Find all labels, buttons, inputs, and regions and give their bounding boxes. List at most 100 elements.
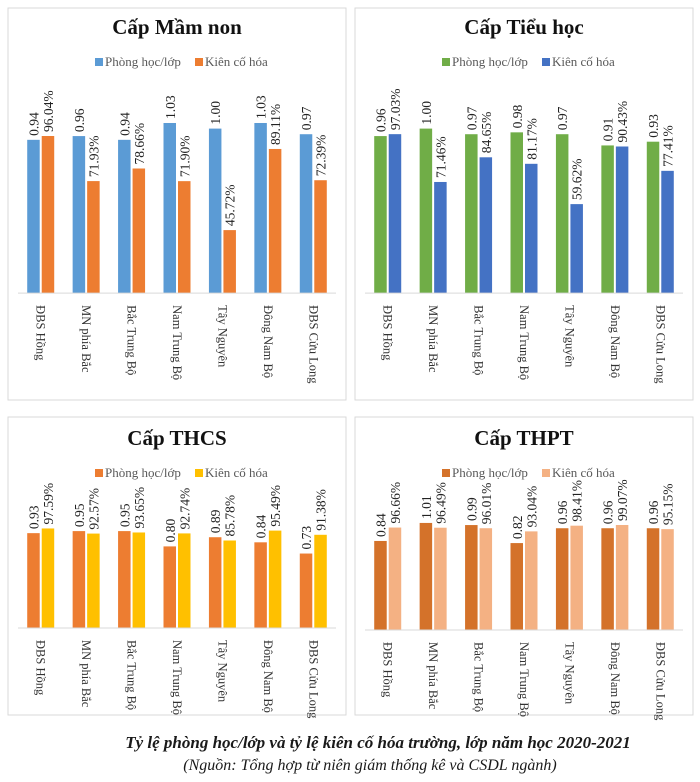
- data-label: 0.99: [464, 497, 479, 521]
- legend: Phòng học/lớp Kiên cố hóa: [95, 54, 268, 69]
- bar: [118, 139, 131, 294]
- data-label: 0.94: [117, 112, 132, 136]
- legend-swatch: [442, 58, 450, 66]
- legend-swatch: [95, 58, 103, 66]
- bar: [374, 540, 387, 630]
- bar: [465, 525, 478, 630]
- category-label: Tây Nguyên: [562, 642, 576, 705]
- bar: [132, 532, 146, 628]
- data-label: 84.65%: [479, 112, 494, 154]
- bar: [299, 134, 313, 294]
- data-label: 0.96: [72, 108, 87, 132]
- category-label: ĐBS Cửu Long: [306, 640, 320, 719]
- bar: [661, 529, 674, 630]
- data-label: 96.01%: [479, 483, 494, 525]
- category-label: ĐBS Cửu Long: [653, 642, 667, 721]
- data-label: 95.15%: [661, 484, 676, 526]
- data-label: 0.84: [373, 513, 388, 537]
- bar: [525, 531, 538, 630]
- data-label: 89.11%: [268, 104, 283, 145]
- legend-swatch: [195, 469, 203, 477]
- bar: [72, 531, 86, 628]
- bar: [555, 134, 569, 294]
- category-label: MN phía Bắc: [426, 642, 440, 710]
- category-label: Tây Nguyên: [215, 640, 229, 703]
- data-label: 92.74%: [177, 488, 192, 530]
- data-label: 0.97: [555, 106, 570, 130]
- data-label: 78.66%: [132, 123, 147, 165]
- bar: [646, 528, 660, 630]
- data-label: 0.84: [254, 514, 269, 538]
- category-label: ĐBS Hồng: [34, 640, 48, 696]
- bar: [479, 157, 493, 294]
- category-label: Đông Nam Bộ: [608, 305, 622, 378]
- figure-source: (Nguồn: Tổng hợp từ niên giám thống kê v…: [183, 757, 557, 774]
- data-label: 93.04%: [524, 486, 539, 528]
- bar: [41, 136, 55, 294]
- legend-swatch: [195, 58, 203, 66]
- bar: [434, 181, 447, 294]
- data-label: 0.73: [299, 526, 314, 550]
- data-label: 72.39%: [314, 135, 329, 177]
- category-label: ĐBS Hồng: [381, 642, 395, 698]
- bar: [479, 528, 493, 630]
- bar: [601, 528, 614, 630]
- category-label: Đông Nam Bộ: [608, 642, 622, 715]
- data-label: 0.97: [464, 106, 479, 130]
- data-label: 77.41%: [661, 125, 676, 167]
- data-label: 0.89: [208, 509, 223, 533]
- legend-label: Phòng học/lớp: [452, 465, 528, 480]
- bar: [163, 122, 176, 294]
- bar: [87, 181, 100, 294]
- data-label: 0.82: [510, 515, 525, 539]
- bar: [646, 141, 660, 294]
- data-label: 1.01: [419, 495, 434, 519]
- bar: [388, 527, 402, 630]
- data-label: 0.95: [72, 503, 87, 527]
- category-label: Bắc Trung Bộ: [472, 305, 486, 375]
- legend-swatch: [95, 469, 103, 477]
- data-label: 0.80: [163, 519, 178, 543]
- category-label: MN phía Bắc: [79, 305, 93, 373]
- data-label: 92.57%: [86, 488, 101, 530]
- bar: [41, 528, 55, 628]
- category-label: MN phía Bắc: [79, 640, 93, 708]
- bar: [118, 531, 131, 628]
- data-label: 59.62%: [570, 158, 585, 200]
- data-label: 98.41%: [570, 480, 585, 522]
- bar: [314, 180, 327, 294]
- data-label: 0.96: [601, 500, 616, 524]
- legend-label: Phòng học/lớp: [105, 54, 181, 69]
- bar: [570, 204, 583, 294]
- legend-label: Kiên cố hóa: [552, 54, 615, 69]
- bar: [178, 181, 191, 294]
- bar: [510, 132, 523, 294]
- bar: [615, 146, 629, 294]
- data-label: 71.90%: [177, 136, 192, 178]
- category-label: Tây Nguyên: [562, 305, 576, 368]
- data-label: 0.91: [601, 118, 616, 142]
- bar: [615, 524, 629, 630]
- data-label: 90.43%: [615, 101, 630, 143]
- category-label: Nam Trung Bộ: [517, 305, 531, 380]
- category-label: Đông Nam Bộ: [261, 305, 275, 378]
- legend-label: Kiên cố hóa: [205, 465, 268, 480]
- bar: [419, 128, 433, 294]
- bar: [178, 533, 191, 628]
- bar: [72, 136, 86, 294]
- category-label: ĐBS Hồng: [381, 305, 395, 361]
- data-label: 85.78%: [223, 495, 238, 537]
- data-label: 1.00: [208, 101, 223, 125]
- figure-caption: Tỷ lệ phòng học/lớp và tỷ lệ kiên cố hóa…: [125, 733, 631, 752]
- bar: [555, 528, 569, 630]
- legend: Phòng học/lớp Kiên cố hóa: [442, 465, 615, 480]
- data-label: 71.46%: [433, 136, 448, 178]
- data-label: 0.96: [646, 500, 661, 524]
- bar: [132, 168, 146, 294]
- data-label: 71.93%: [86, 135, 101, 177]
- category-label: Nam Trung Bộ: [170, 305, 184, 380]
- bar: [299, 553, 313, 628]
- bar: [661, 170, 674, 294]
- category-label: Bắc Trung Bộ: [125, 640, 139, 710]
- chart-panel: Cấp THPT Phòng học/lớp Kiên cố hóa 0.8496.6…: [354, 416, 694, 721]
